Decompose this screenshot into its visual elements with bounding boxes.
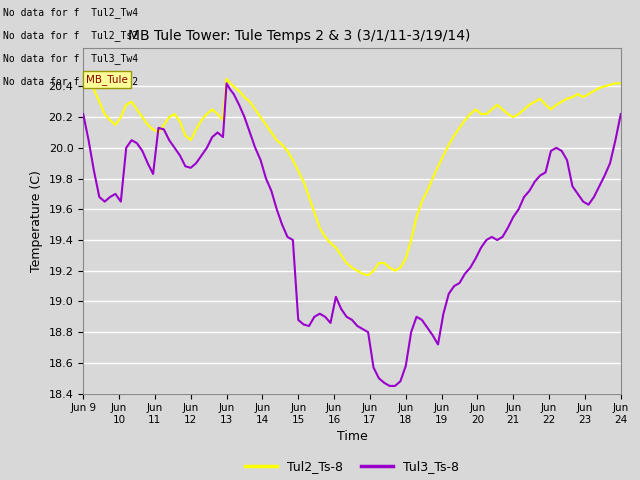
Text: No data for f  Tul3_Ts2: No data for f Tul3_Ts2 (3, 76, 138, 87)
Legend: Tul2_Ts-8, Tul3_Ts-8: Tul2_Ts-8, Tul3_Ts-8 (241, 455, 463, 478)
Text: No data for f  Tul3_Tw4: No data for f Tul3_Tw4 (3, 53, 138, 64)
Text: No data for f  Tul2_Tw4: No data for f Tul2_Tw4 (3, 7, 138, 18)
Text: MB_Tule: MB_Tule (86, 74, 128, 85)
Text: MB Tule Tower: Tule Temps 2 & 3 (3/1/11-3/19/14): MB Tule Tower: Tule Temps 2 & 3 (3/1/11-… (128, 29, 470, 43)
Y-axis label: Temperature (C): Temperature (C) (30, 170, 43, 272)
X-axis label: Time: Time (337, 431, 367, 444)
Text: No data for f  Tul2_Ts2: No data for f Tul2_Ts2 (3, 30, 138, 41)
